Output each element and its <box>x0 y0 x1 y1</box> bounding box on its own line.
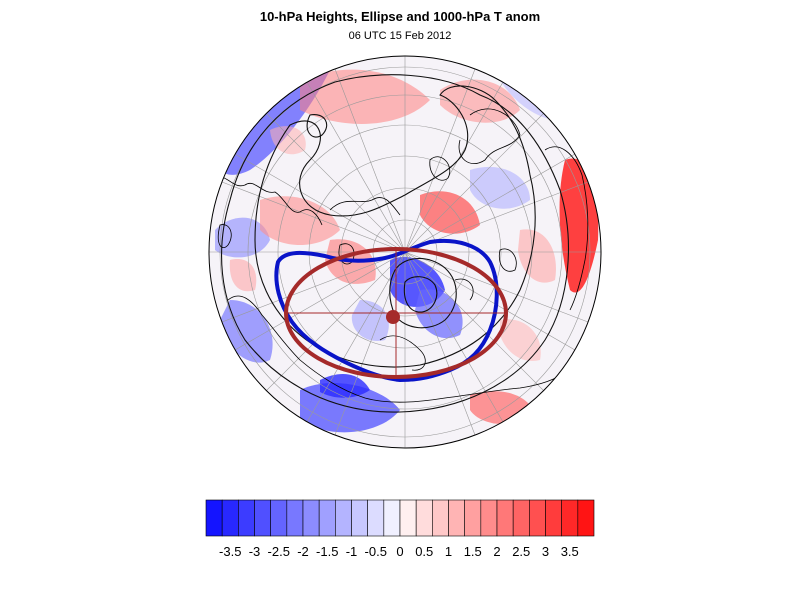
colorbar-tick-label: -1.5 <box>316 544 338 559</box>
colorbar-swatch <box>545 499 562 537</box>
colorbar-tick-label: -3 <box>249 544 261 559</box>
figure-title: 10-hPa Heights, Ellipse and 1000-hPa T a… <box>259 9 541 24</box>
colorbar-tick-label: 3.5 <box>561 544 579 559</box>
colorbar-tick-label: 1.5 <box>464 544 482 559</box>
colorbar-swatch <box>270 499 288 537</box>
colorbar-swatch <box>577 499 595 537</box>
colorbar-swatch <box>480 499 498 537</box>
colorbar-swatch <box>432 499 449 537</box>
colorbar-swatch <box>335 499 352 537</box>
figure-subtitle: 06 UTC 15 Feb 2012 <box>348 30 452 42</box>
colorbar-swatch <box>496 499 514 537</box>
colorbar-swatch <box>399 499 417 537</box>
colorbar-tick-label: -0.5 <box>365 544 387 559</box>
colorbar-tick-label: 0 <box>396 544 403 559</box>
colorbar-swatch <box>512 499 530 537</box>
colorbar-swatch <box>529 499 546 537</box>
ellipse-center-marker <box>386 310 400 324</box>
colorbar-swatch <box>238 499 255 537</box>
colorbar-tick-label: 2 <box>493 544 500 559</box>
colorbar-swatch <box>221 499 239 537</box>
colorbar-swatch <box>302 499 320 537</box>
colorbar-tick-label: 2.5 <box>512 544 530 559</box>
colorbar-tick-label: 1 <box>445 544 452 559</box>
colorbar-swatch <box>286 499 304 537</box>
height-contours <box>221 74 569 413</box>
colorbar-swatch <box>464 499 482 537</box>
temperature-anomaly-field <box>210 60 599 433</box>
colorbar-tick-label: -2.5 <box>268 544 290 559</box>
colorbar-swatch <box>205 499 223 537</box>
coastlines <box>214 108 589 403</box>
colorbar-tick-label: 3 <box>542 544 549 559</box>
colorbar-swatch <box>448 499 465 537</box>
colorbar-tick-label: -2 <box>297 544 309 559</box>
colorbar-tick-label: 0.5 <box>415 544 433 559</box>
colorbar-tick-label: -1 <box>346 544 358 559</box>
colorbar-swatch <box>561 499 579 537</box>
colorbar-tick-label: -3.5 <box>219 544 241 559</box>
vortex-edge-contour <box>274 238 499 383</box>
colorbar-swatch <box>351 499 368 537</box>
colorbar-swatch <box>254 499 271 537</box>
colorbar-swatch <box>383 499 401 537</box>
fitted-ellipse <box>284 247 508 379</box>
colorbar-swatch <box>318 499 336 537</box>
map-border <box>208 55 602 449</box>
colorbar-swatch <box>415 499 433 537</box>
colorbar-swatch <box>367 499 385 537</box>
